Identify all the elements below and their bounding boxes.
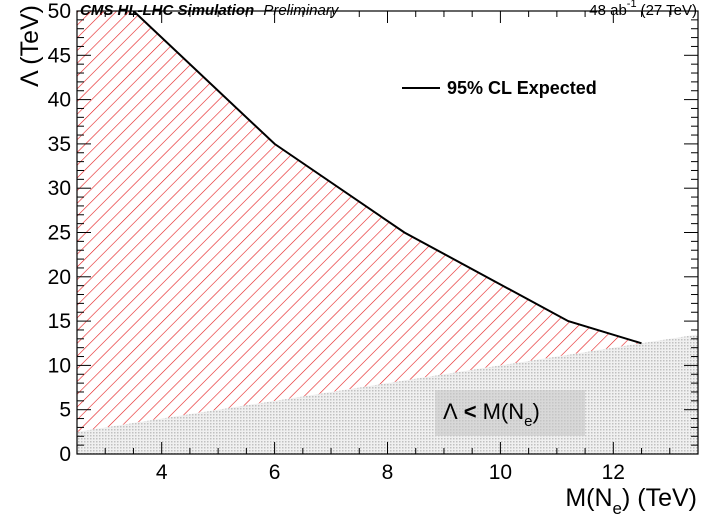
mass-close: ) <box>532 399 539 424</box>
expected-limit-line <box>132 11 642 345</box>
less-than-symbol: < <box>464 399 477 424</box>
x-axis-title-unit: ) (TeV) <box>622 484 697 512</box>
luminosity-label: 48 ab-1 (27 TeV) <box>589 0 697 19</box>
y-tick-label: 0 <box>59 443 71 466</box>
y-tick-label: 50 <box>48 0 71 23</box>
excluded-region <box>77 11 642 432</box>
x-axis: 4 6 8 10 12 <box>76 11 699 484</box>
y-tick-label: 40 <box>48 89 71 112</box>
forbidden-region-label: Λ < M(Ne) <box>443 399 540 430</box>
luminosity-sup: -1 <box>627 0 637 10</box>
y-axis: 0 5 10 15 20 25 30 35 40 45 50 <box>48 0 698 466</box>
x-tick-label: 6 <box>269 461 281 484</box>
y-tick-label: 35 <box>48 133 71 156</box>
y-tick-label: 30 <box>48 177 71 200</box>
y-tick-label: 45 <box>48 44 71 67</box>
forbidden-label-box <box>435 390 585 436</box>
x-axis-title: M(Ne) (TeV) <box>565 484 697 518</box>
y-tick-label: 20 <box>48 266 71 289</box>
mass-subscript: e <box>524 413 532 430</box>
x-tick-label: 4 <box>156 461 168 484</box>
x-axis-title-main: M(N <box>565 484 612 512</box>
legend: 95% CL Expected <box>402 78 597 98</box>
y-tick-label: 5 <box>59 399 71 422</box>
x-tick-label: 10 <box>489 461 512 484</box>
y-tick-label: 25 <box>48 222 71 245</box>
legend-label: 95% CL Expected <box>447 78 597 98</box>
mass-label: M(N <box>483 399 525 424</box>
lambda-symbol: Λ <box>443 399 458 424</box>
y-tick-label: 15 <box>48 310 71 333</box>
x-tick-label: 12 <box>602 461 625 484</box>
y-tick-label: 10 <box>48 354 71 377</box>
y-axis-title: Λ (TeV) <box>16 5 44 87</box>
x-tick-label: 8 <box>382 461 394 484</box>
x-axis-title-sub: e <box>613 499 622 518</box>
